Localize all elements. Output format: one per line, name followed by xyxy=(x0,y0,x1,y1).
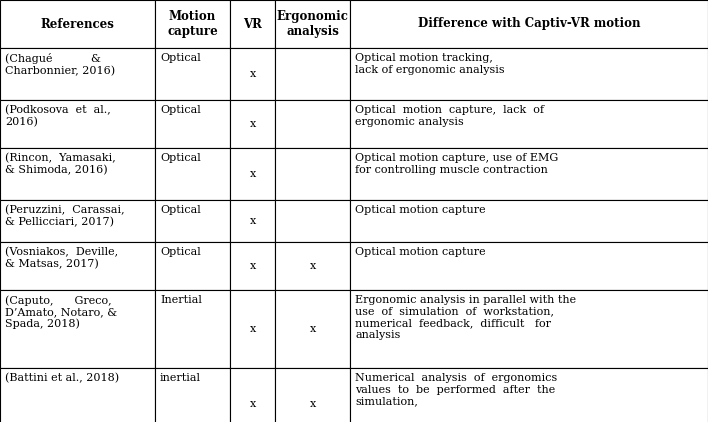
Text: x: x xyxy=(249,324,256,334)
Bar xyxy=(350,242,708,290)
Bar xyxy=(275,48,350,100)
Bar xyxy=(350,100,708,148)
Bar xyxy=(155,148,230,200)
Text: (Vosniakos,  Deville,
& Matsas, 2017): (Vosniakos, Deville, & Matsas, 2017) xyxy=(5,247,118,269)
Bar xyxy=(275,148,350,200)
Text: (Rincon,  Yamasaki,
& Shimoda, 2016): (Rincon, Yamasaki, & Shimoda, 2016) xyxy=(5,153,115,176)
Text: Numerical  analysis  of  ergonomics
values  to  be  performed  after  the
simula: Numerical analysis of ergonomics values … xyxy=(355,373,557,406)
Text: x: x xyxy=(249,216,256,226)
Bar xyxy=(155,368,230,422)
Bar xyxy=(230,148,275,200)
Bar xyxy=(275,0,350,48)
Bar xyxy=(275,200,350,242)
Text: x: x xyxy=(249,69,256,79)
Bar xyxy=(230,368,275,422)
Bar xyxy=(275,368,350,422)
Bar xyxy=(230,100,275,148)
Bar xyxy=(350,368,708,422)
Bar xyxy=(155,290,230,368)
Bar xyxy=(155,242,230,290)
Bar xyxy=(230,200,275,242)
Bar xyxy=(155,0,230,48)
Bar xyxy=(0,48,155,100)
Text: inertial: inertial xyxy=(160,373,201,383)
Text: VR: VR xyxy=(243,17,262,30)
Bar xyxy=(275,290,350,368)
Text: Motion
capture: Motion capture xyxy=(167,10,218,38)
Bar xyxy=(0,242,155,290)
Text: Optical motion capture: Optical motion capture xyxy=(355,247,486,257)
Text: x: x xyxy=(309,324,316,334)
Text: Optical: Optical xyxy=(160,205,201,215)
Text: Optical: Optical xyxy=(160,105,201,115)
Text: Difference with Captiv-VR motion: Difference with Captiv-VR motion xyxy=(418,17,640,30)
Bar xyxy=(155,48,230,100)
Bar xyxy=(0,148,155,200)
Text: Optical: Optical xyxy=(160,247,201,257)
Text: Inertial: Inertial xyxy=(160,295,202,305)
Text: x: x xyxy=(309,261,316,271)
Text: Optical: Optical xyxy=(160,153,201,163)
Text: Optical motion capture: Optical motion capture xyxy=(355,205,486,215)
Text: Optical motion tracking,
lack of ergonomic analysis: Optical motion tracking, lack of ergonom… xyxy=(355,53,505,75)
Bar xyxy=(0,100,155,148)
Bar xyxy=(0,200,155,242)
Bar xyxy=(350,290,708,368)
Bar xyxy=(0,368,155,422)
Text: Ergonomic
analysis: Ergonomic analysis xyxy=(277,10,348,38)
Bar xyxy=(275,100,350,148)
Text: Optical  motion  capture,  lack  of
ergonomic analysis: Optical motion capture, lack of ergonomi… xyxy=(355,105,544,127)
Bar xyxy=(0,290,155,368)
Bar xyxy=(230,48,275,100)
Text: (Podkosova  et  al.,
2016): (Podkosova et al., 2016) xyxy=(5,105,110,127)
Text: (Chagué           &
Charbonnier, 2016): (Chagué & Charbonnier, 2016) xyxy=(5,53,115,76)
Text: Ergonomic analysis in parallel with the
use  of  simulation  of  workstation,
nu: Ergonomic analysis in parallel with the … xyxy=(355,295,576,340)
Bar xyxy=(230,290,275,368)
Bar xyxy=(350,200,708,242)
Bar xyxy=(350,148,708,200)
Text: Optical motion capture, use of EMG
for controlling muscle contraction: Optical motion capture, use of EMG for c… xyxy=(355,153,558,175)
Bar xyxy=(350,48,708,100)
Bar xyxy=(230,242,275,290)
Text: x: x xyxy=(249,261,256,271)
Text: (Battini et al., 2018): (Battini et al., 2018) xyxy=(5,373,119,383)
Text: References: References xyxy=(40,17,115,30)
Bar xyxy=(350,0,708,48)
Text: x: x xyxy=(249,399,256,409)
Text: x: x xyxy=(309,399,316,409)
Bar xyxy=(230,0,275,48)
Bar xyxy=(155,100,230,148)
Text: Optical: Optical xyxy=(160,53,201,63)
Text: (Caputo,      Greco,
D’Amato, Notaro, &
Spada, 2018): (Caputo, Greco, D’Amato, Notaro, & Spada… xyxy=(5,295,117,330)
Bar xyxy=(275,242,350,290)
Text: x: x xyxy=(249,119,256,129)
Bar xyxy=(155,200,230,242)
Text: x: x xyxy=(249,169,256,179)
Text: (Peruzzini,  Carassai,
& Pellicciari, 2017): (Peruzzini, Carassai, & Pellicciari, 201… xyxy=(5,205,125,227)
Bar xyxy=(0,0,155,48)
